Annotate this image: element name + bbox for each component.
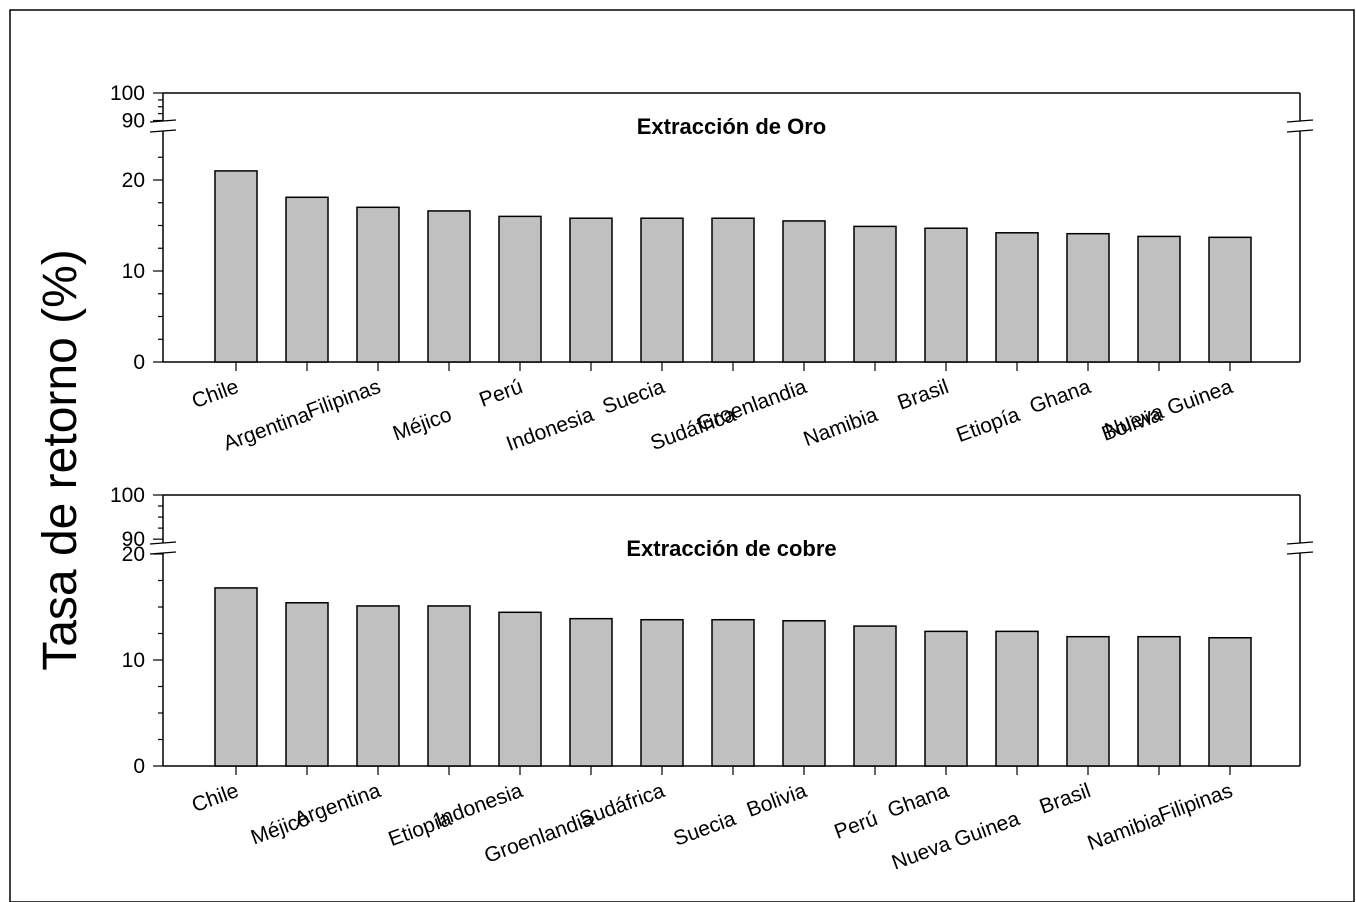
bar — [498, 611, 542, 767]
x-category-label: Namibia — [800, 403, 881, 451]
bar — [853, 225, 897, 363]
bar — [711, 217, 755, 363]
x-category-label: Argentina — [220, 403, 313, 455]
x-category-label: Brasil — [894, 375, 951, 415]
x-category-label: Suecia — [670, 807, 739, 851]
bar — [782, 220, 826, 363]
x-category-label: Indonesia — [432, 779, 526, 832]
x-category-label: Sudáfrica — [576, 779, 668, 831]
bar — [711, 618, 755, 767]
y-tick-label: 90 — [122, 528, 145, 551]
bar — [995, 232, 1039, 363]
y-axis-title: Tasa de retorno (%) — [34, 249, 87, 671]
bar — [356, 605, 400, 767]
x-category-label: Nueva Guinea — [1102, 375, 1236, 443]
y-tick-label: 20 — [122, 169, 145, 192]
bar — [214, 587, 258, 767]
bar — [853, 625, 897, 767]
y-tick-label: 10 — [122, 649, 145, 672]
bar — [640, 217, 684, 363]
figure-border — [9, 9, 1355, 902]
left-break-mark-upper — [149, 541, 177, 545]
right-break-mark-upper — [1286, 119, 1314, 123]
x-category-label: Groenlandia — [694, 375, 810, 436]
bar — [427, 210, 471, 363]
y-tick-label: 20 — [122, 543, 145, 566]
x-category-label: Chile — [189, 375, 242, 413]
panel-title: Extracción de cobre — [626, 536, 836, 561]
x-category-label: Ghana — [885, 779, 952, 822]
x-category-label: Perú — [476, 375, 526, 412]
y-tick-label: 100 — [110, 484, 145, 507]
bar — [1066, 635, 1110, 767]
bar — [782, 620, 826, 767]
bar — [924, 227, 968, 363]
bar — [640, 618, 684, 767]
right-break-mark-upper — [1286, 541, 1314, 545]
x-category-label: Ghana — [1027, 375, 1094, 418]
bar — [1208, 236, 1252, 363]
x-category-label: Namibia — [1084, 807, 1165, 855]
bar — [285, 602, 329, 767]
x-category-label: Bolivia — [744, 779, 810, 822]
x-category-label: Brasil — [1036, 779, 1093, 819]
bar — [1066, 232, 1110, 363]
left-break-mark-lower — [149, 129, 177, 133]
y-tick-label: 90 — [122, 110, 145, 133]
y-tick-label: 10 — [122, 260, 145, 283]
right-break-mark-lower — [1286, 129, 1314, 133]
x-category-label: Filipinas — [1155, 779, 1235, 827]
y-tick-label: 100 — [110, 82, 145, 105]
x-category-label: Filipinas — [303, 375, 383, 423]
bar — [427, 605, 471, 767]
bar — [569, 217, 613, 363]
x-category-label: Perú — [831, 807, 881, 844]
bar — [1137, 635, 1181, 767]
bar — [1137, 235, 1181, 363]
panel-title: Extracción de Oro — [637, 114, 827, 139]
x-category-label: Etiopía — [953, 403, 1023, 447]
right-break-mark-lower — [1286, 551, 1314, 555]
y-tick-label: 0 — [133, 351, 145, 374]
bar — [995, 630, 1039, 767]
x-category-label: Chile — [189, 779, 242, 817]
x-category-label: Nueva Guinea — [889, 807, 1023, 875]
bar — [569, 617, 613, 767]
y-tick-label: 0 — [133, 755, 145, 778]
bar — [356, 206, 400, 363]
bar — [285, 196, 329, 363]
x-category-label: Méjico — [390, 403, 455, 445]
x-category-label: Suecia — [599, 375, 668, 419]
bar — [1208, 636, 1252, 767]
bar — [924, 630, 968, 767]
bar — [214, 170, 258, 363]
bar — [498, 215, 542, 363]
x-category-label: Argentina — [291, 779, 384, 831]
x-category-label: Indonesia — [503, 403, 597, 456]
panel-gold: 0 10 20 90 100 Extracción de Oro ChileArgentin… — [110, 82, 1314, 456]
